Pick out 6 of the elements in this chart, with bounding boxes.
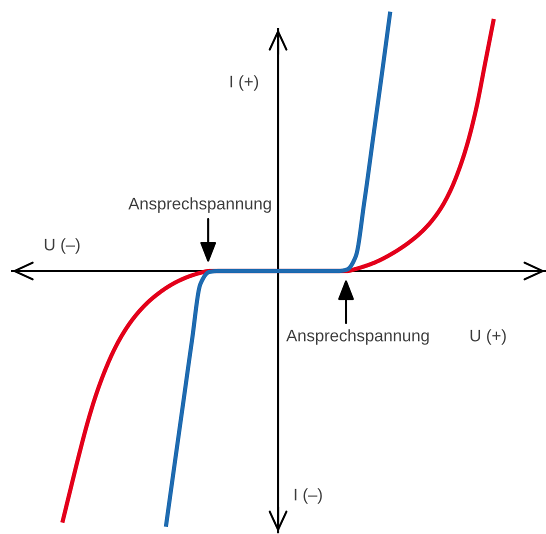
x-axis-title: U (+) xyxy=(470,329,506,345)
annotation: Ansprechspannung xyxy=(128,197,271,213)
y-axis-title: I (+) xyxy=(230,75,258,91)
annotation: U (–) xyxy=(44,238,80,254)
annotation: I (–) xyxy=(294,488,322,504)
annotation: Ansprechspannung xyxy=(286,329,429,345)
